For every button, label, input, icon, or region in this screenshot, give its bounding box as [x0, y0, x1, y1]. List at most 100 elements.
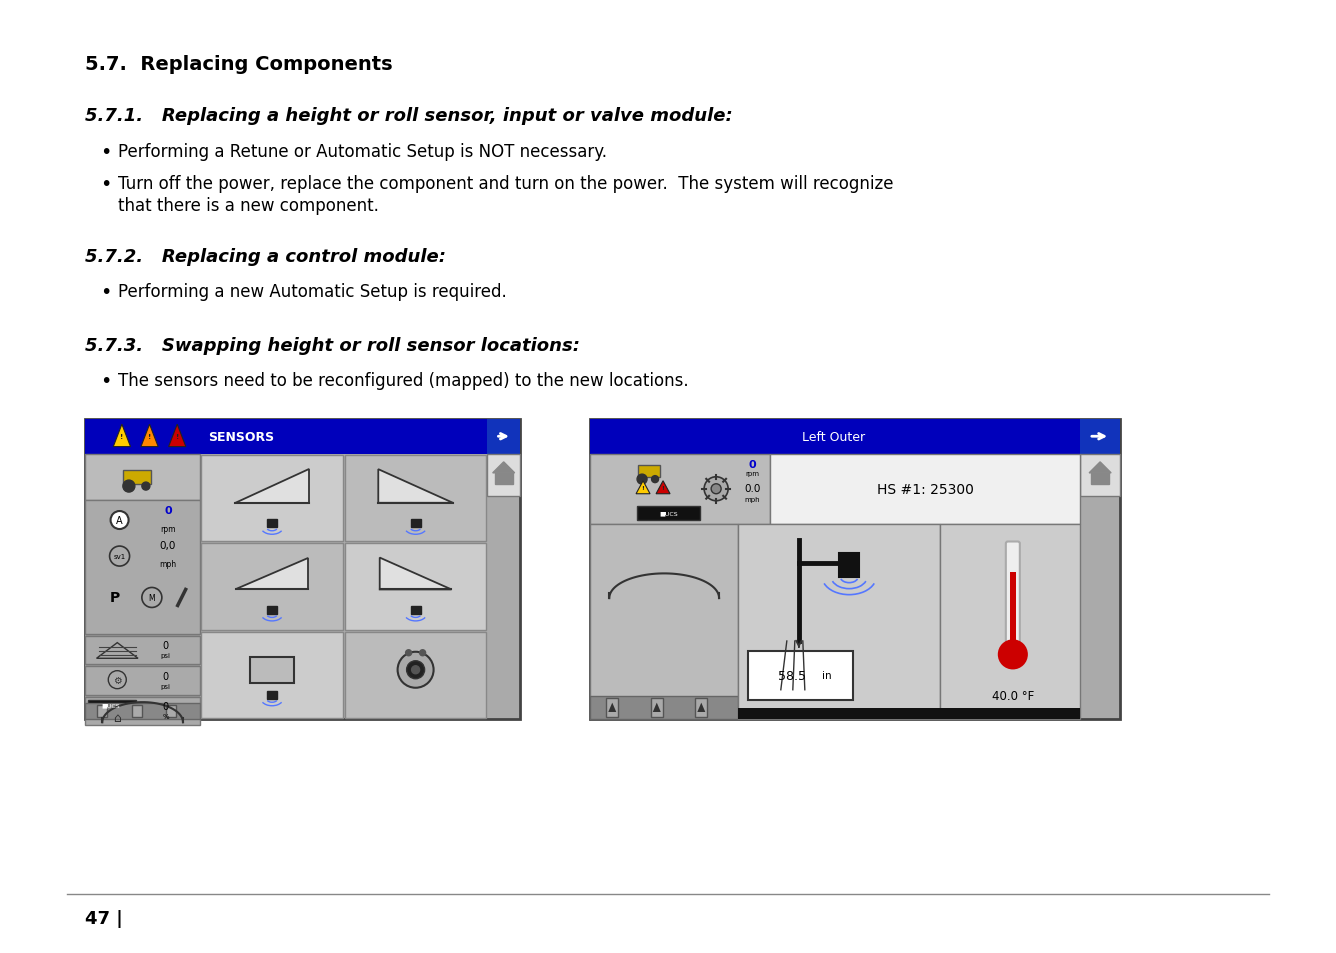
Text: HS #1: 25300: HS #1: 25300 [876, 482, 974, 497]
FancyBboxPatch shape [639, 466, 660, 477]
Circle shape [420, 650, 426, 656]
Text: psi: psi [160, 683, 171, 689]
FancyBboxPatch shape [1081, 419, 1120, 454]
FancyBboxPatch shape [410, 519, 421, 528]
Polygon shape [493, 462, 514, 474]
Text: Performing a Retune or Automatic Setup is NOT necessary.: Performing a Retune or Automatic Setup i… [118, 143, 607, 161]
FancyBboxPatch shape [88, 700, 136, 710]
FancyBboxPatch shape [839, 554, 859, 578]
Text: M: M [148, 594, 155, 602]
FancyBboxPatch shape [132, 705, 142, 718]
Text: 58.5: 58.5 [779, 669, 807, 682]
FancyBboxPatch shape [488, 419, 520, 454]
Circle shape [111, 512, 128, 530]
Text: A: A [116, 516, 123, 525]
FancyBboxPatch shape [345, 455, 486, 541]
FancyBboxPatch shape [410, 606, 421, 615]
Polygon shape [114, 425, 131, 447]
FancyBboxPatch shape [591, 696, 739, 720]
Polygon shape [235, 470, 310, 503]
Polygon shape [379, 558, 452, 590]
Circle shape [142, 588, 162, 608]
Polygon shape [608, 703, 616, 712]
Text: rpm: rpm [160, 524, 176, 534]
Text: 5.7.1.   Replacing a height or roll sensor, input or valve module:: 5.7.1. Replacing a height or roll sensor… [86, 107, 732, 125]
FancyBboxPatch shape [86, 697, 200, 725]
FancyBboxPatch shape [591, 524, 739, 720]
Circle shape [704, 477, 728, 501]
Text: 0: 0 [164, 506, 172, 516]
FancyBboxPatch shape [98, 705, 107, 718]
FancyBboxPatch shape [488, 454, 520, 496]
Text: 5.7.  Replacing Components: 5.7. Replacing Components [86, 55, 393, 74]
Text: ⚙: ⚙ [114, 675, 122, 685]
FancyBboxPatch shape [1081, 454, 1120, 496]
FancyBboxPatch shape [1010, 573, 1015, 647]
Text: !: ! [120, 434, 123, 439]
Text: Performing a new Automatic Setup is required.: Performing a new Automatic Setup is requ… [118, 283, 506, 301]
Polygon shape [656, 481, 671, 495]
FancyBboxPatch shape [86, 702, 200, 720]
Text: Left Outer: Left Outer [802, 431, 866, 443]
FancyBboxPatch shape [695, 698, 707, 718]
Text: %: % [163, 714, 170, 720]
FancyBboxPatch shape [591, 454, 770, 524]
FancyBboxPatch shape [86, 636, 200, 664]
Text: !: ! [175, 434, 179, 439]
Text: in: in [822, 670, 832, 680]
Circle shape [999, 640, 1027, 669]
FancyBboxPatch shape [345, 543, 486, 630]
Text: ⌂: ⌂ [114, 711, 122, 723]
Text: ■UCS: ■UCS [659, 511, 677, 516]
Text: Turn off the power, replace the component and turn on the power.  The system wil: Turn off the power, replace the componen… [118, 174, 894, 193]
FancyBboxPatch shape [86, 666, 200, 695]
FancyBboxPatch shape [86, 419, 520, 720]
Text: that there is a new component.: that there is a new component. [118, 196, 379, 214]
Circle shape [123, 480, 135, 493]
FancyBboxPatch shape [250, 657, 294, 683]
Text: SENSORS: SENSORS [208, 431, 274, 443]
FancyBboxPatch shape [202, 455, 343, 541]
Polygon shape [236, 558, 307, 590]
Text: •: • [100, 143, 111, 162]
FancyBboxPatch shape [651, 698, 663, 718]
Polygon shape [378, 470, 453, 503]
Text: •: • [100, 174, 111, 193]
Text: sv1: sv1 [114, 554, 126, 559]
FancyBboxPatch shape [637, 506, 700, 520]
FancyBboxPatch shape [770, 454, 1081, 524]
Polygon shape [168, 425, 186, 447]
FancyBboxPatch shape [86, 454, 200, 500]
FancyBboxPatch shape [939, 524, 1081, 720]
Text: 0: 0 [163, 701, 168, 712]
Text: 0: 0 [163, 640, 168, 651]
Text: 0,0: 0,0 [160, 540, 176, 551]
Polygon shape [697, 703, 705, 712]
FancyBboxPatch shape [591, 419, 1120, 720]
FancyBboxPatch shape [167, 705, 176, 718]
FancyBboxPatch shape [748, 651, 854, 700]
Text: 47 |: 47 | [86, 909, 123, 927]
Text: The sensors need to be reconfigured (mapped) to the new locations.: The sensors need to be reconfigured (map… [118, 372, 688, 390]
Circle shape [406, 661, 425, 679]
FancyBboxPatch shape [202, 543, 343, 630]
Text: 0.0: 0.0 [744, 483, 760, 494]
FancyBboxPatch shape [591, 419, 1120, 454]
Text: 0: 0 [748, 459, 756, 470]
FancyBboxPatch shape [123, 471, 151, 484]
FancyBboxPatch shape [86, 419, 520, 454]
FancyBboxPatch shape [202, 632, 343, 719]
Text: mph: mph [744, 497, 760, 502]
FancyBboxPatch shape [607, 698, 619, 718]
Circle shape [406, 650, 411, 656]
Text: 40.0 °F: 40.0 °F [991, 689, 1034, 702]
FancyBboxPatch shape [345, 632, 486, 719]
Polygon shape [653, 703, 661, 712]
Text: psi: psi [160, 653, 171, 659]
Text: •: • [100, 372, 111, 391]
Polygon shape [636, 481, 651, 495]
FancyBboxPatch shape [739, 524, 939, 720]
FancyBboxPatch shape [739, 708, 1081, 720]
Circle shape [142, 482, 150, 491]
Circle shape [398, 652, 434, 688]
